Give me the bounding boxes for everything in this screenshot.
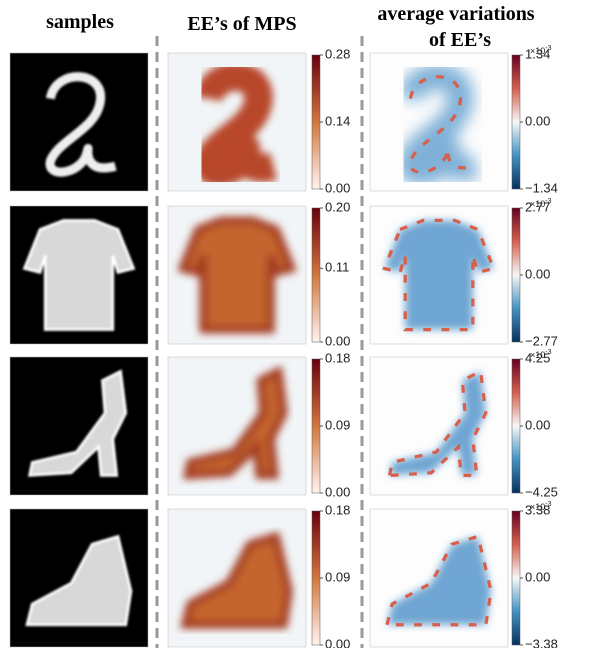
colorbar-tick-label: 0.14 [325, 113, 350, 128]
multiplier-base: ×10 [530, 199, 545, 209]
colorbar-tick-label: 0.00 [325, 333, 350, 348]
colorbar-tick-label: 0.00 [525, 569, 550, 584]
colorbar-tick-label: 0.18 [325, 502, 350, 517]
header: EE’s of MPS [187, 13, 296, 35]
header: samples [46, 11, 114, 33]
colorbar-tick-label: −2.77 [525, 333, 558, 348]
multiplier-exponent: -3 [545, 45, 551, 52]
colorbar-tick-label: 0.28 [325, 46, 350, 61]
colorbar-tick-label: 0.20 [325, 199, 350, 214]
colorbar-tick-label: 0.00 [325, 484, 350, 499]
colorbar-tick-label: −1.34 [525, 180, 558, 195]
variation-colorbar [512, 511, 520, 645]
colorbar-tick-label: 0.09 [325, 417, 350, 432]
colorbar-tick-label: 0.11 [325, 260, 349, 275]
multiplier-base: ×10 [530, 350, 545, 360]
header: average variations [377, 3, 534, 25]
colorbar-tick-label: −3.38 [525, 636, 558, 648]
figure: samples EE’s of MPS average variations o… [0, 0, 592, 648]
header: of EE’s [429, 29, 491, 51]
multiplier-exponent: -3 [545, 198, 551, 205]
multiplier-base: ×10 [530, 502, 545, 512]
colorbar-tick-label: 0.00 [325, 180, 350, 195]
colorbar-tick-label: −4.25 [525, 484, 558, 499]
colorbar-tick-label: 0.00 [525, 417, 550, 432]
colorbar-tick-label: 0.00 [325, 636, 350, 648]
multiplier-exponent: -3 [545, 501, 551, 508]
ee-colorbar [312, 359, 320, 493]
multiplier-exponent: -3 [545, 349, 551, 356]
ee-colorbar [312, 511, 320, 645]
variation-colorbar [512, 359, 520, 493]
multiplier-base: ×10 [530, 46, 545, 56]
colorbar-tick-label: 0.09 [325, 569, 350, 584]
colorbar-tick-label: 0.00 [525, 113, 550, 128]
ee-colorbar [312, 208, 320, 342]
colorbar-tick-label: 0.18 [325, 350, 350, 365]
variation-colorbar [512, 208, 520, 342]
ee-colorbar [312, 55, 320, 189]
variation-colorbar [512, 55, 520, 189]
colorbar-tick-label: 0.00 [525, 266, 550, 281]
